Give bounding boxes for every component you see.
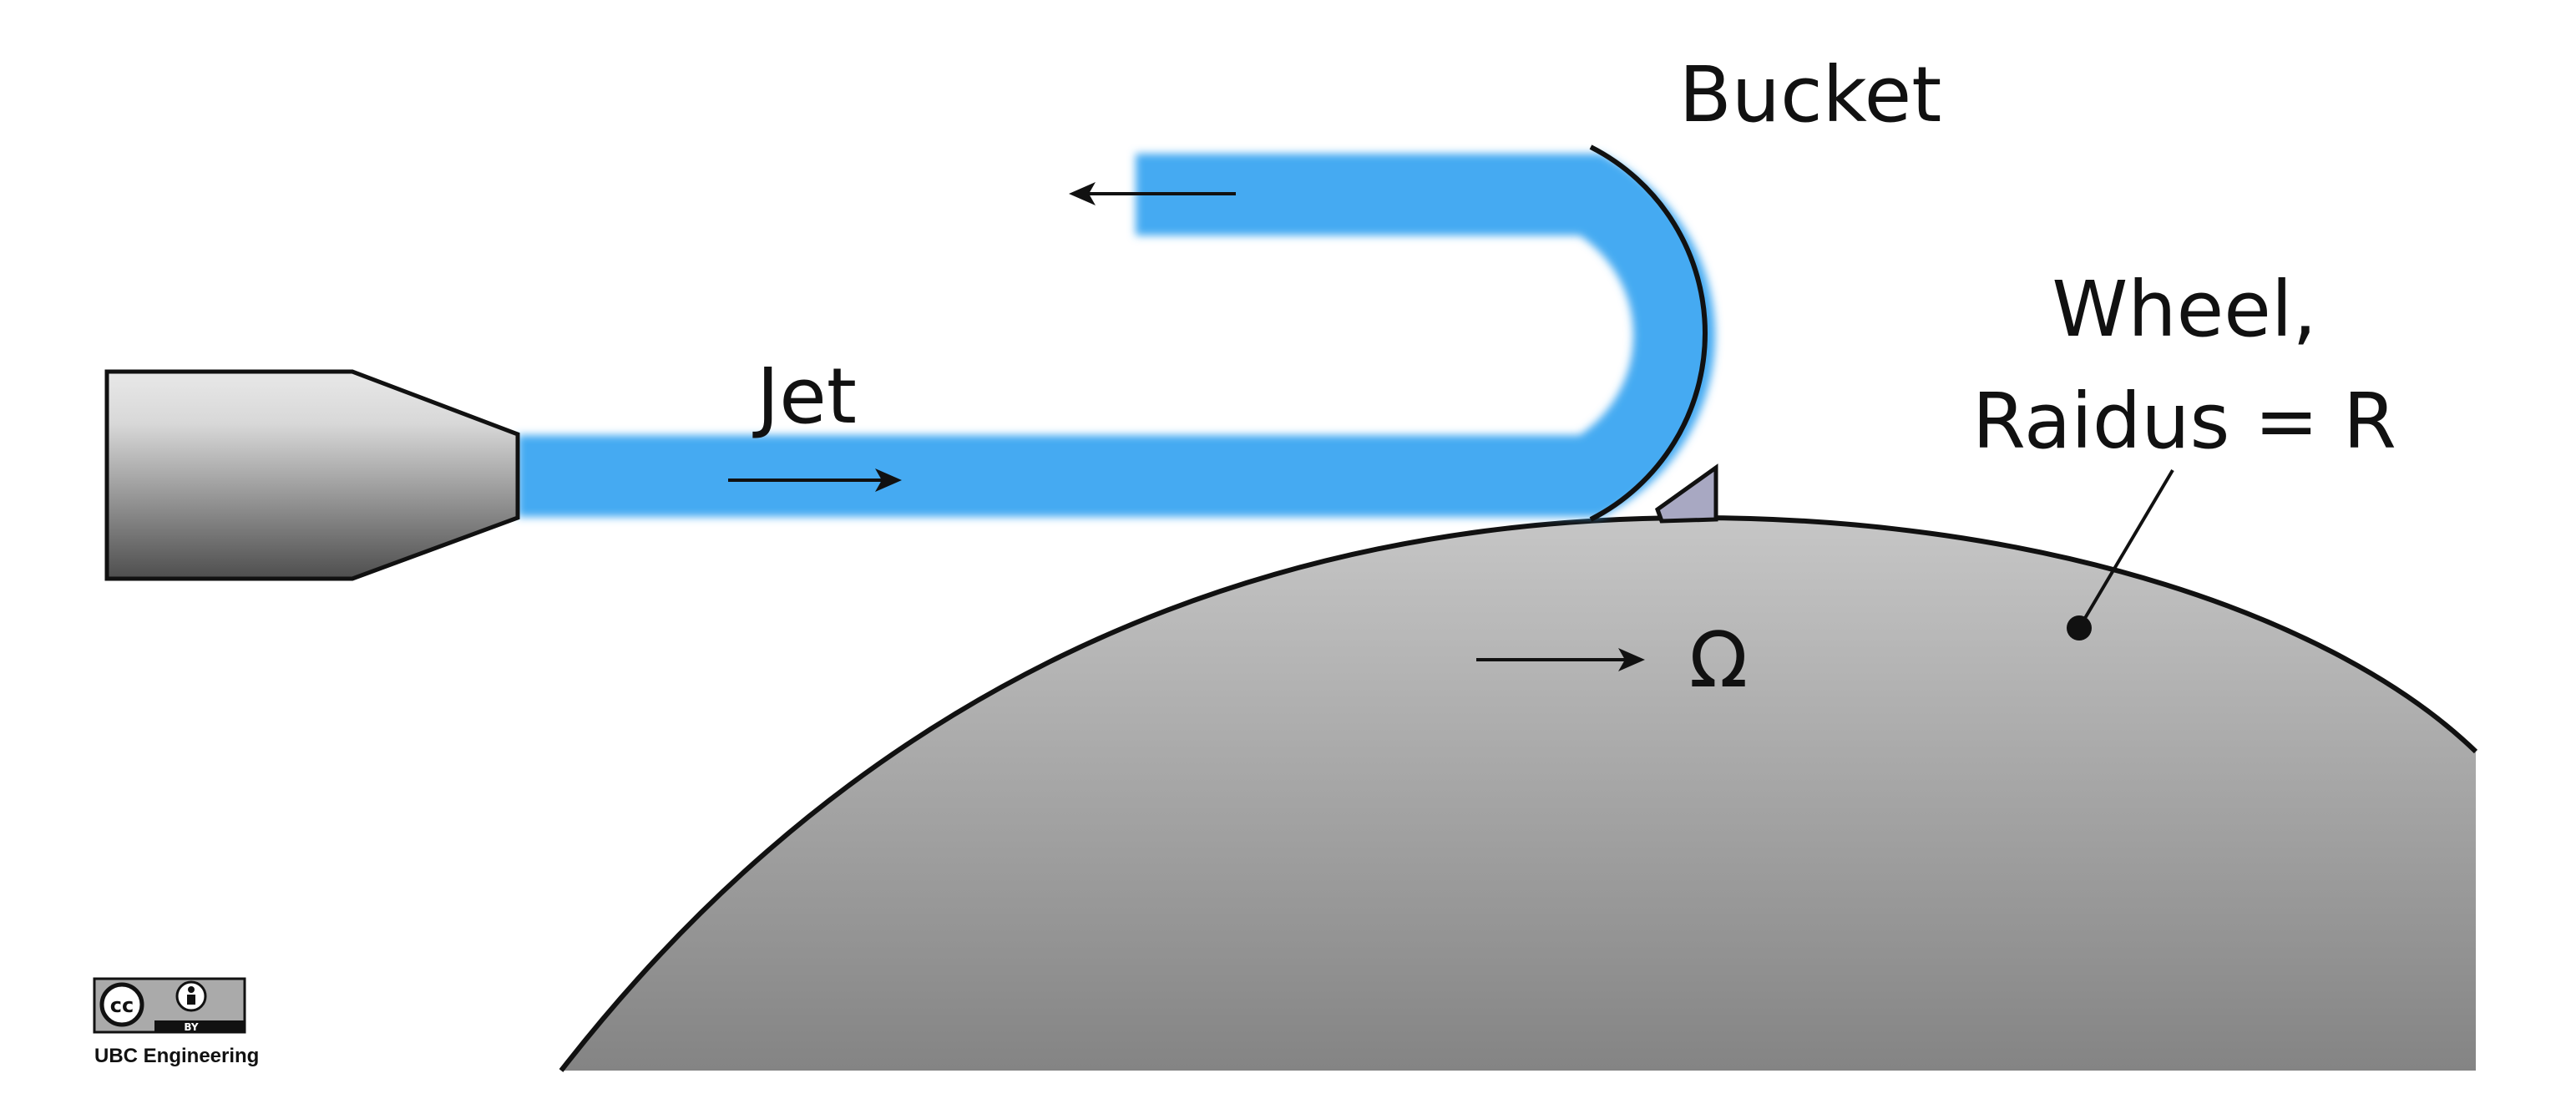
wheel-label: Wheel, bbox=[2052, 265, 2316, 354]
bucket-mount bbox=[1655, 463, 1718, 524]
wheel bbox=[559, 514, 2478, 1072]
radius-label: Raidus = R bbox=[1972, 377, 2396, 466]
svg-text:cc: cc bbox=[110, 994, 134, 1017]
wheel-rim bbox=[559, 514, 2478, 1072]
omega-label: Ω bbox=[1689, 615, 1748, 705]
credit-text: UBC Engineering bbox=[94, 1045, 259, 1067]
rotation-arrow bbox=[1476, 648, 1645, 671]
nozzle-icon bbox=[104, 369, 520, 581]
return-flow-arrow bbox=[1069, 182, 1236, 205]
license-badge-text: BY bbox=[184, 1021, 198, 1033]
radius-point bbox=[2067, 615, 2092, 641]
license-badge: cc BY bbox=[93, 977, 246, 1034]
radius-leader-line bbox=[2078, 468, 2174, 630]
jet-flow-arrow bbox=[728, 468, 902, 492]
bucket bbox=[1589, 144, 1708, 522]
bucket-label: Bucket bbox=[1679, 50, 1942, 139]
jet-label: Jet bbox=[752, 352, 857, 441]
creative-commons-icon: cc bbox=[99, 982, 144, 1027]
water-jet bbox=[518, 154, 1715, 517]
attribution-icon bbox=[175, 980, 207, 1012]
